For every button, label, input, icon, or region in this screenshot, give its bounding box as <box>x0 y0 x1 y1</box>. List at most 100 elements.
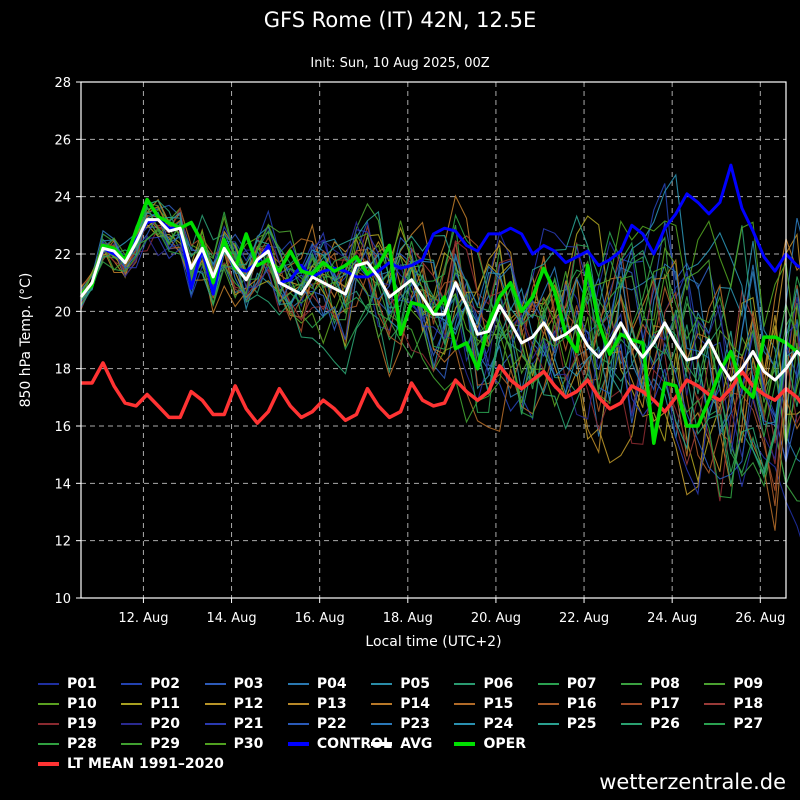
legend-item: P30 <box>204 736 288 752</box>
legend-swatch <box>38 762 59 766</box>
legend-item: P20 <box>121 716 204 732</box>
legend-item: P26 <box>621 716 704 732</box>
legend-label: P27 <box>733 716 764 732</box>
legend-swatch <box>704 703 726 705</box>
legend-item: P07 <box>537 676 621 692</box>
legend-swatch <box>121 703 143 705</box>
legend-swatch <box>537 683 559 685</box>
legend-item: P29 <box>121 736 204 752</box>
legend-item: P12 <box>204 696 288 712</box>
legend-label: P09 <box>733 676 764 692</box>
legend-label: P22 <box>316 716 347 732</box>
legend-item: P11 <box>121 696 204 712</box>
y-tick-label: 20 <box>54 305 71 320</box>
legend-item: P21 <box>204 716 288 732</box>
legend-swatch <box>704 723 726 725</box>
chart-title: GFS Rome (IT) 42N, 12.5E <box>264 8 536 32</box>
x-tick-label: 20. Aug <box>471 611 521 626</box>
legend-item: AVG <box>371 736 454 752</box>
legend-swatch <box>204 683 226 685</box>
y-tick-label: 22 <box>54 248 71 263</box>
legend-label: P02 <box>150 676 181 692</box>
chart: GFS Rome (IT) 42N, 12.5E Init: Sun, 10 Au… <box>18 8 800 650</box>
legend-item: P25 <box>537 716 621 732</box>
legend-label: P19 <box>67 716 97 732</box>
legend-item: P22 <box>287 716 371 732</box>
legend-swatch <box>204 743 226 745</box>
x-tick-label: 16. Aug <box>295 611 345 626</box>
legend-swatch <box>454 703 476 705</box>
legend-item: CONTROL <box>287 736 392 752</box>
legend-row: P10 P11 P12 P13 P14 P15 P16 P17 P18 <box>38 694 798 714</box>
legend-item: P04 <box>287 676 371 692</box>
legend-item: P19 <box>38 716 121 732</box>
legend-item: P18 <box>704 696 787 712</box>
x-tick-label: 26. Aug <box>735 611 785 626</box>
legend-label: P28 <box>67 736 97 752</box>
legend-row: P28 P29 P30 CONTROL AVG OPER <box>38 734 798 754</box>
legend-item: P14 <box>371 696 454 712</box>
legend-swatch <box>204 723 226 725</box>
legend-label: P07 <box>566 676 597 692</box>
legend-swatch <box>121 683 143 685</box>
member-line-p13 <box>80 198 800 472</box>
legend-swatch <box>537 703 559 705</box>
series-line-lt <box>81 361 800 425</box>
legend-label: P16 <box>566 696 597 712</box>
legend-item: P10 <box>38 696 121 712</box>
legend-swatch <box>371 742 393 746</box>
legend-item: P05 <box>371 676 454 692</box>
legend-swatch <box>204 703 226 705</box>
legend-swatch <box>454 742 476 746</box>
legend-label: P21 <box>233 716 264 732</box>
series-line-avg <box>79 218 800 382</box>
legend-item: P03 <box>204 676 288 692</box>
y-tick-label: 24 <box>54 191 71 206</box>
legend-swatch <box>371 723 393 725</box>
legend-label: P17 <box>650 696 680 712</box>
x-axis-label: Local time (UTC+2) <box>365 634 501 650</box>
legend-label: LT MEAN 1991–2020 <box>67 756 224 772</box>
y-tick-label: 14 <box>54 477 71 492</box>
legend-label: CONTROL <box>316 736 392 752</box>
legend-label: P20 <box>150 716 181 732</box>
member-line-p25 <box>80 210 800 475</box>
legend-item: P16 <box>537 696 621 712</box>
legend-swatch <box>287 683 309 685</box>
legend-label: P01 <box>67 676 97 692</box>
legend-swatch <box>38 703 59 705</box>
legend-label: P29 <box>150 736 181 752</box>
legend-item: P17 <box>621 696 704 712</box>
legend-item: P13 <box>287 696 371 712</box>
legend-swatch <box>121 723 143 725</box>
legend-row: P19 P20 P21 P22 P23 P24 P25 P26 P27 <box>38 714 798 734</box>
chart-subtitle: Init: Sun, 10 Aug 2025, 00Z <box>310 56 489 71</box>
legend-label: P12 <box>233 696 264 712</box>
legend-row: P01 P02 P03 P04 P05 P06 P07 P08 P09 <box>38 674 798 694</box>
legend-swatch <box>38 723 59 725</box>
legend-label: P10 <box>67 696 97 712</box>
x-tick-label: 24. Aug <box>647 611 697 626</box>
legend-swatch <box>454 723 476 725</box>
legend-label: P26 <box>650 716 680 732</box>
y-axis-label: 850 hPa Temp. (°C) <box>18 273 34 408</box>
y-tick-label: 18 <box>54 363 71 378</box>
brand-name: wetterzentrale.de <box>599 770 786 794</box>
legend-item: P08 <box>621 676 704 692</box>
legend-row: LT MEAN 1991–2020 <box>38 754 798 774</box>
legend-label: AVG <box>400 736 433 752</box>
x-tick-label: 22. Aug <box>559 611 609 626</box>
legend-item: P24 <box>454 716 537 732</box>
legend-label: P03 <box>233 676 264 692</box>
member-line-p20 <box>80 220 800 461</box>
legend-item: P02 <box>121 676 204 692</box>
legend-label: OPER <box>483 736 526 752</box>
legend-label: P30 <box>233 736 264 752</box>
legend-swatch <box>621 723 643 725</box>
y-tick-label: 28 <box>54 76 71 91</box>
x-tick-label: 12. Aug <box>118 611 168 626</box>
legend-swatch <box>371 683 393 685</box>
legend-item: P23 <box>371 716 454 732</box>
legend-item: P09 <box>704 676 787 692</box>
legend-label: P15 <box>483 696 514 712</box>
